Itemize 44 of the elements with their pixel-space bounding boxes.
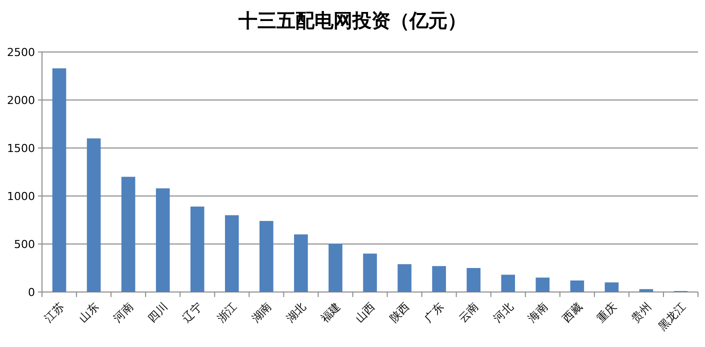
y-tick-label: 1000 [7, 190, 35, 203]
bar [52, 68, 66, 292]
bar [156, 188, 170, 292]
y-tick-label: 2500 [7, 46, 35, 59]
bar [260, 220, 274, 292]
bar [639, 289, 654, 292]
x-tick-label: 广东 [422, 300, 447, 326]
bar [328, 244, 342, 292]
x-tick-label: 河南 [111, 300, 136, 326]
x-tick-label: 辽宁 [180, 300, 205, 326]
bar [190, 206, 204, 292]
x-tick-label: 贵州 [629, 300, 654, 326]
x-tick-label: 江苏 [42, 300, 67, 326]
y-tick-label: 2000 [7, 94, 35, 107]
y-tick-label: 1500 [7, 142, 35, 155]
bar [432, 266, 446, 292]
bar [121, 176, 136, 292]
x-tick-label: 黑龙江 [656, 300, 688, 333]
bar [501, 274, 516, 292]
bar [294, 234, 308, 292]
x-tick-label: 湖北 [284, 300, 309, 326]
bar [224, 215, 239, 292]
x-tick-label: 福建 [318, 300, 344, 326]
bar [536, 278, 550, 292]
x-tick-label: 山东 [76, 300, 102, 326]
x-tick-label: 湖南 [249, 300, 274, 326]
bar [86, 138, 101, 292]
chart-title: 十三五配电网投资（亿元） [238, 10, 466, 32]
x-tick-label: 重庆 [594, 300, 620, 326]
x-tick-label: 河北 [490, 300, 516, 326]
bar [604, 282, 619, 292]
x-tick-label: 四川 [146, 300, 170, 326]
x-tick-label: 云南 [456, 300, 482, 326]
y-tick-label: 0 [28, 286, 35, 299]
bar [466, 268, 480, 292]
x-tick-label: 海南 [525, 300, 550, 326]
x-tick-label: 山西 [352, 300, 378, 326]
bar [363, 254, 377, 292]
x-tick-label: 浙江 [214, 300, 240, 326]
x-tick-label: 西藏 [560, 300, 585, 326]
y-tick-label: 500 [14, 238, 35, 251]
bar [570, 280, 584, 292]
x-tick-label: 陕西 [387, 300, 412, 326]
bar [398, 264, 412, 292]
